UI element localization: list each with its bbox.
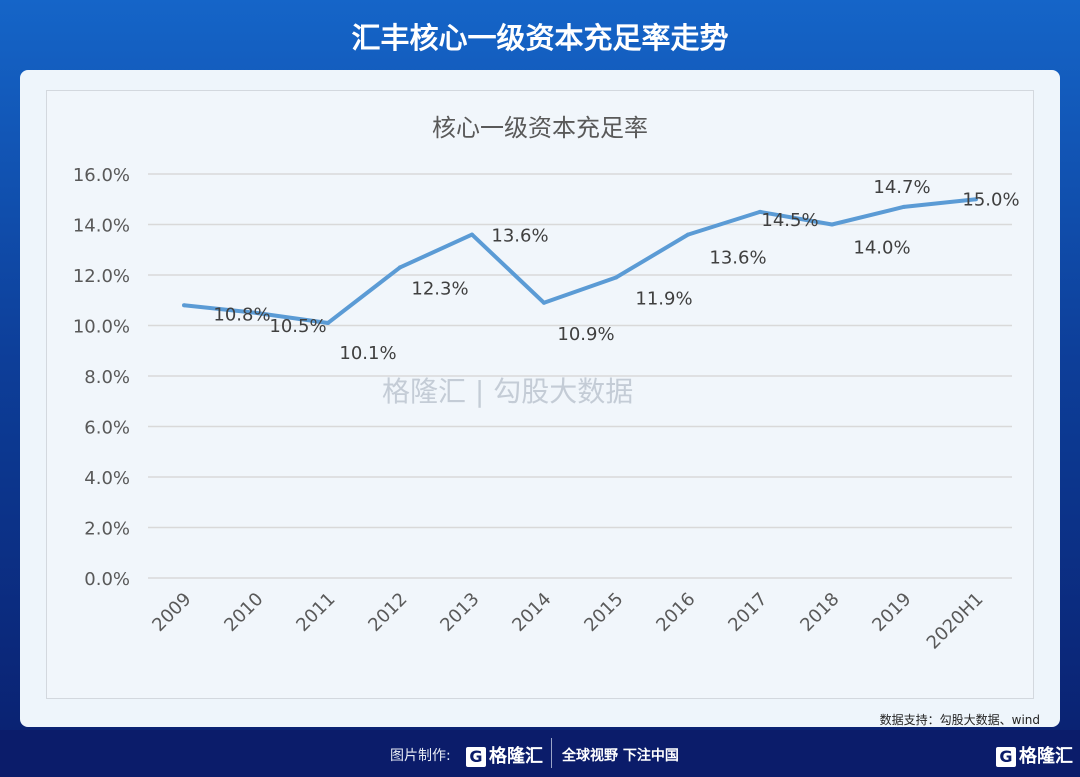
data-label: 11.9%	[635, 289, 692, 310]
data-label: 13.6%	[491, 226, 548, 247]
footer: 图片制作: G 格隆汇 全球视野 下注中国 G 格隆汇	[0, 730, 1080, 777]
data-point	[542, 300, 546, 305]
data-point	[974, 197, 978, 202]
x-tick-label: 2012	[364, 589, 411, 636]
chart-frame	[46, 90, 1034, 699]
watermark: 格隆汇 | 勾股大数据	[382, 375, 634, 408]
data-label: 12.3%	[411, 278, 468, 299]
y-tick-label: 6.0%	[84, 418, 130, 439]
data-label: 14.0%	[853, 238, 910, 259]
data-point	[902, 204, 906, 209]
corner-logo-text: 格隆汇	[1019, 746, 1073, 767]
data-label: 10.9%	[557, 324, 614, 345]
x-tick-label: 2014	[508, 589, 555, 636]
y-tick-label: 14.0%	[73, 216, 130, 237]
x-tick-label: 2009	[148, 589, 195, 636]
data-label: 10.1%	[339, 343, 396, 364]
watermark-text: 勾股大数据	[493, 375, 634, 408]
footer-logo: G 格隆汇	[466, 742, 543, 768]
x-tick-label: 2017	[724, 589, 771, 636]
page-title: 汇丰核心一级资本充足率走势	[351, 21, 729, 55]
y-tick-label: 16.0%	[73, 165, 130, 186]
x-tick-label: 2018	[796, 589, 843, 636]
data-point	[470, 232, 474, 237]
logo-g-icon: G	[996, 747, 1016, 767]
chart-title: 核心一级资本充足率	[432, 114, 648, 142]
data-point	[254, 310, 258, 315]
data-label: 10.5%	[269, 316, 326, 337]
data-label: 15.0%	[962, 189, 1019, 210]
data-point	[398, 265, 402, 270]
data-point	[686, 232, 690, 237]
x-tick-label: 2016	[652, 589, 699, 636]
data-point	[182, 303, 186, 308]
y-tick-label: 0.0%	[84, 569, 130, 590]
y-tick-label: 4.0%	[84, 468, 130, 489]
data-point	[614, 275, 618, 280]
x-tick-label: 2011	[292, 589, 339, 636]
data-label: 10.8%	[213, 304, 270, 325]
divider	[551, 738, 552, 768]
data-label: 13.6%	[709, 248, 766, 269]
x-tick-label: 2010	[220, 589, 267, 636]
y-tick-label: 12.0%	[73, 266, 130, 287]
logo-g-icon: G	[466, 747, 486, 767]
data-label: 14.5%	[761, 210, 818, 231]
y-tick-label: 2.0%	[84, 519, 130, 540]
x-tick-label: 2013	[436, 589, 483, 636]
slogan: 全球视野 下注中国	[562, 748, 679, 764]
data-label: 14.7%	[873, 177, 930, 198]
x-tick-label: 2019	[868, 589, 915, 636]
watermark-logo: 格隆汇	[382, 375, 467, 408]
source-note: 数据支持：勾股大数据、wind	[879, 713, 1040, 727]
made-by-label: 图片制作:	[390, 748, 451, 764]
footer-logo-text: 格隆汇	[489, 746, 543, 767]
y-tick-label: 8.0%	[84, 367, 130, 388]
x-tick-label: 2020H1	[923, 589, 988, 654]
data-point	[326, 320, 330, 325]
corner-logo: G 格隆汇	[996, 742, 1073, 768]
series-line	[183, 197, 977, 325]
data-point	[758, 209, 762, 214]
data-point	[830, 222, 834, 227]
y-tick-label: 10.0%	[73, 317, 130, 338]
x-tick-label: 2015	[580, 589, 627, 636]
